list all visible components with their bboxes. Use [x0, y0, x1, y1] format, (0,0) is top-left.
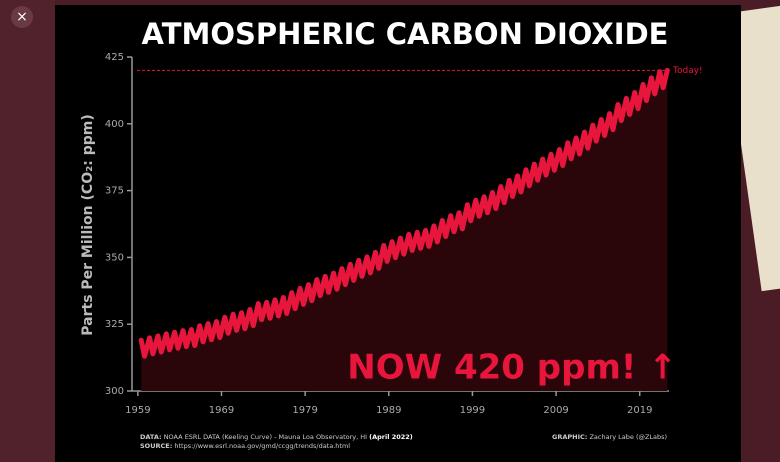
y-tick-label: 425 [105, 52, 124, 63]
plot: 300 325 350 375 400 425 1959 1969 1979 1989 1999 20… [105, 52, 703, 416]
paper [722, 2, 780, 292]
x-tick-label: 1959 [125, 405, 150, 416]
footer-text: NOAA ESRL DATA (Keeling Curve) - Mauna L… [164, 433, 367, 441]
x-tick-label: 1979 [292, 405, 317, 416]
y-tick-label: 375 [105, 186, 124, 197]
side-paper [722, 2, 780, 292]
y-tick-label: 325 [105, 319, 124, 330]
footer-label: DATA: [140, 433, 162, 441]
sidebar [0, 0, 55, 462]
footer-text: https://www.esrl.noaa.gov/gmd/ccgg/trend… [174, 442, 350, 450]
footer-data: DATA: NOAA ESRL DATA (Keeling Curve) - M… [140, 433, 413, 441]
x-tick-label: 1989 [376, 405, 401, 416]
close-icon[interactable]: × [16, 9, 28, 25]
footer-label: GRAPHIC: [552, 433, 587, 441]
footer-graphic: GRAPHIC: Zachary Labe (@ZLabs) [552, 433, 667, 441]
annotation: NOW 420 ppm! ↑ [347, 348, 676, 388]
x-tick-label: 2019 [627, 405, 652, 416]
footer-date: (April 2022) [369, 433, 413, 441]
footer-source: SOURCE: https://www.esrl.noaa.gov/gmd/cc… [140, 442, 350, 450]
x-tick-label: 1999 [460, 405, 485, 416]
y-axis-label: Parts Per Million (CO₂: ppm) [80, 114, 96, 335]
close-button[interactable] [11, 6, 33, 28]
y-tick-label: 400 [105, 119, 124, 130]
line [138, 67, 670, 359]
footer-label: SOURCE: [140, 442, 172, 450]
x-tick-label: 2009 [543, 405, 568, 416]
y-tick-label: 300 [105, 386, 124, 397]
footer-text: Zachary Labe (@ZLabs) [589, 433, 667, 441]
chart-title: ATMOSPHERIC CARBON DIOXIDE [142, 17, 669, 51]
x-tick-label: 1969 [209, 405, 234, 416]
y-tick-label: 350 [105, 252, 124, 263]
reference-label: Today! [672, 66, 703, 76]
